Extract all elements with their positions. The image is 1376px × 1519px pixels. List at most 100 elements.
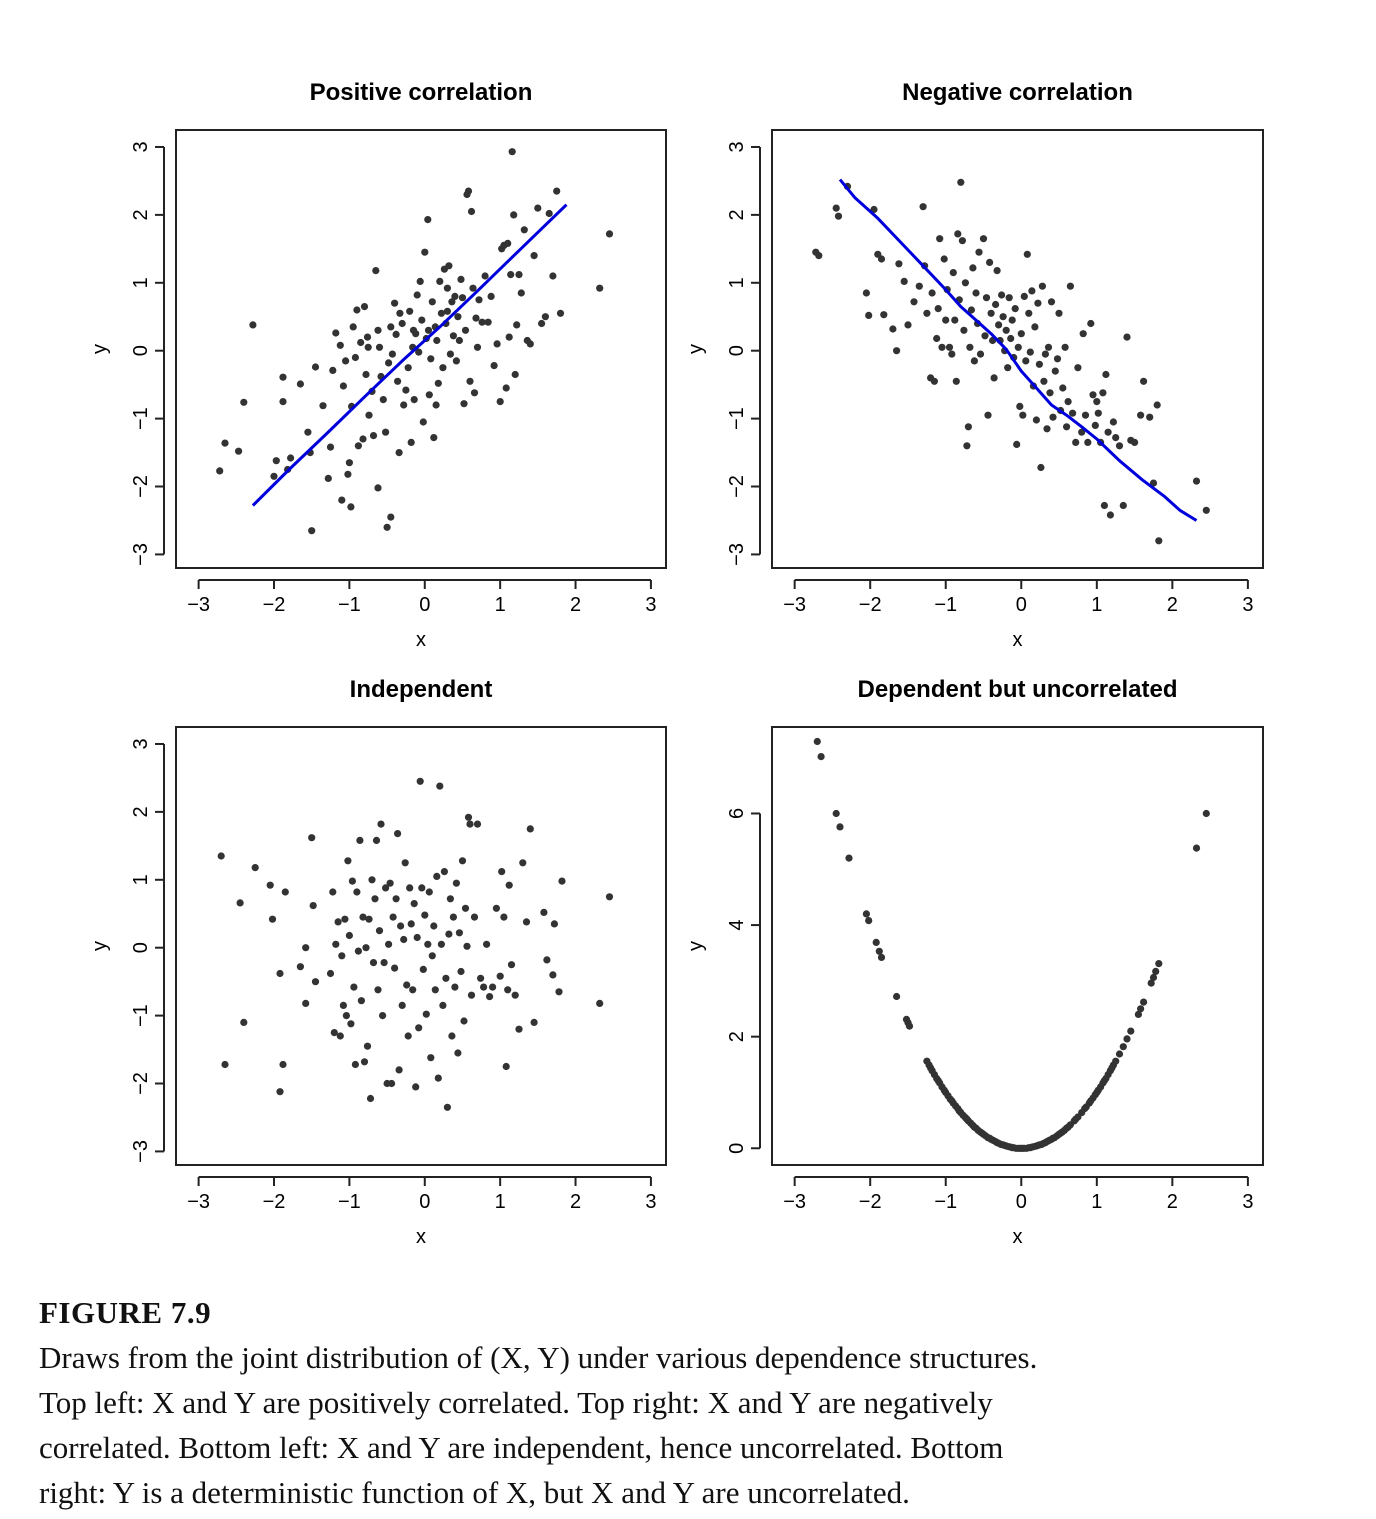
data-point: [396, 309, 404, 317]
data-point: [375, 927, 384, 935]
data-point: [1028, 287, 1036, 295]
data-point: [502, 1062, 510, 1071]
data-point: [1102, 370, 1110, 379]
data-point: [433, 336, 441, 345]
data-point: [1149, 479, 1158, 487]
data-point: [458, 857, 467, 865]
data-point: [347, 503, 355, 511]
data-point: [394, 830, 402, 838]
data-point: [434, 379, 442, 387]
data-point: [279, 373, 287, 381]
data-point: [302, 999, 310, 1008]
data-point: [349, 323, 357, 331]
data-point: [1091, 421, 1099, 429]
y-tick-label: 3: [726, 141, 748, 152]
data-point: [452, 357, 460, 365]
data-point: [1051, 367, 1059, 375]
data-point: [460, 1017, 468, 1025]
y-tick-label: 1: [130, 277, 152, 288]
data-point: [1115, 442, 1124, 450]
data-point: [1149, 973, 1158, 982]
data-point: [374, 326, 382, 334]
data-point: [549, 971, 557, 979]
data-point: [457, 275, 465, 283]
data-point: [982, 294, 991, 302]
data-point: [302, 944, 310, 952]
data-point: [990, 374, 998, 382]
y-axis-label: y: [89, 941, 111, 951]
data-point: [466, 820, 474, 828]
data-point: [1053, 355, 1062, 363]
x-tick-label: −1: [934, 1191, 957, 1213]
data-point: [272, 457, 280, 465]
data-point: [473, 343, 482, 351]
data-point: [339, 382, 347, 390]
data-point: [401, 859, 409, 867]
data-point: [457, 967, 465, 976]
x-tick-label: 1: [1091, 594, 1102, 616]
data-point: [508, 148, 516, 156]
y-tick-label: −1: [726, 407, 748, 430]
data-point: [877, 255, 886, 263]
data-point: [436, 277, 444, 285]
x-tick-label: 2: [570, 1191, 581, 1213]
x-tick-label: −3: [187, 1191, 210, 1213]
data-point: [461, 326, 470, 334]
data-point: [987, 309, 995, 317]
data-point: [1014, 343, 1022, 351]
data-point: [845, 854, 853, 862]
y-tick-label: 3: [130, 141, 152, 152]
data-point: [963, 442, 971, 450]
data-point: [938, 343, 946, 351]
y-tick-label: 0: [130, 942, 152, 953]
data-point: [964, 423, 973, 431]
data-point: [1089, 391, 1097, 399]
data-point: [452, 879, 460, 887]
data-point: [270, 472, 278, 480]
data-point: [1005, 294, 1013, 302]
data-point: [1094, 409, 1102, 417]
plot-frame: [771, 726, 1264, 1166]
data-point: [486, 993, 494, 1001]
data-point: [815, 252, 823, 260]
data-point: [832, 809, 840, 818]
data-point: [461, 904, 470, 912]
data-point: [966, 343, 974, 351]
data-point: [330, 1029, 338, 1037]
data-point: [391, 964, 399, 972]
data-point: [1084, 438, 1092, 446]
panel-3: Independent −3 −2 −1 0 1 2 3 x −3 −2 −1 0 1 2 3 y: [89, 676, 667, 1248]
caption-line: Draws from the joint distribution of (X,…: [39, 1340, 1038, 1375]
data-point: [443, 284, 451, 292]
data-point: [961, 279, 970, 287]
data-point: [363, 333, 372, 341]
data-point: [365, 411, 373, 419]
data-point: [410, 396, 418, 404]
data-point: [448, 1032, 456, 1040]
data-point: [329, 888, 337, 896]
data-point: [221, 1060, 229, 1069]
data-point: [406, 884, 414, 892]
x-tick-label: 0: [1016, 594, 1027, 616]
y-tick-label: −1: [130, 407, 152, 430]
data-point: [519, 859, 527, 867]
data-point: [1112, 434, 1120, 442]
y-axis-label: y: [685, 941, 707, 951]
data-point: [351, 353, 359, 362]
y-tick-label: 2: [130, 806, 152, 817]
data-point: [895, 260, 903, 268]
data-point: [236, 899, 244, 907]
data-point: [472, 314, 480, 322]
data-point: [389, 913, 397, 921]
data-point: [1140, 377, 1148, 385]
data-point: [893, 347, 901, 355]
y-tick-label: 2: [726, 1031, 748, 1042]
data-point: [334, 918, 342, 926]
data-point: [353, 306, 361, 314]
data-point: [470, 389, 479, 397]
data-point: [502, 384, 510, 392]
data-point: [336, 1032, 344, 1040]
figure-4-panel-scatter: Positive correlation −3 −2 −1 0 1 2 3 x −3 −2 −1 0 1 2…: [89, 79, 1264, 1248]
data-point: [448, 298, 456, 306]
data-point: [998, 291, 1006, 299]
